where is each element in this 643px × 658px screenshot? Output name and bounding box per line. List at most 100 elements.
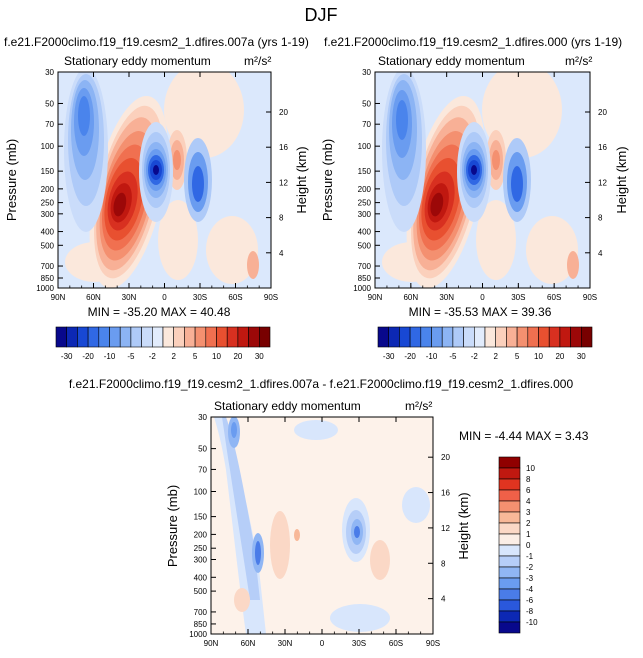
panel-3-title: f.e21.F2000climo.f19_f19.cesm2_1.dfires.… <box>69 377 574 391</box>
panel-1-pale-pos-s <box>158 200 198 280</box>
colorbar-swatch <box>377 326 389 348</box>
panel-3-neg-30s-4 <box>354 526 360 538</box>
colorbar-swatch <box>498 599 521 612</box>
colorbar-label: 2 <box>493 352 498 361</box>
figure-title: DJF <box>305 5 338 25</box>
x-tick-label: 30N <box>122 293 137 302</box>
y-tick-label: 500 <box>194 587 208 596</box>
x-tick-label: 30S <box>352 639 366 648</box>
colorbar-label: 20 <box>555 352 564 361</box>
panel-1-left-label: Stationary eddy momentum <box>64 54 211 68</box>
x-tick-label: 60N <box>86 293 101 302</box>
panel-3-pos-4 <box>370 540 390 580</box>
y-tick-label: 400 <box>358 228 372 237</box>
panel-3-neg-streak-2 <box>222 417 260 600</box>
colorbar-label: 6 <box>526 486 531 495</box>
y-tick-label: 250 <box>194 544 208 553</box>
colorbar-swatch <box>498 610 521 623</box>
colorbar-label: -30 <box>383 352 395 361</box>
colorbar-swatch <box>216 326 228 348</box>
colorbar-swatch <box>420 326 432 348</box>
colorbar-label: 2 <box>171 352 176 361</box>
colorbar-swatch <box>570 326 582 348</box>
colorbar-swatch <box>498 500 521 513</box>
panel-2-stats: MIN = -35.53 MAX = 39.36 <box>409 305 552 319</box>
panel-3-neg-top <box>294 420 338 440</box>
colorbar-swatch <box>98 326 110 348</box>
y-tick-label: 50 <box>198 445 207 454</box>
y-tick-label: 30 <box>362 68 371 77</box>
colorbar-swatch <box>498 621 521 634</box>
panel-2-field <box>375 72 590 288</box>
colorbar-swatch <box>498 555 521 568</box>
x-tick-label: 60S <box>389 639 403 648</box>
height-tick-label: 4 <box>279 249 284 258</box>
colorbar-swatch <box>173 326 185 348</box>
colorbar-label: 0 <box>526 541 531 550</box>
panel-1-pos2-3 <box>173 150 181 170</box>
panel-3-neg-mid-2 <box>255 541 261 565</box>
colorbar-label: 3 <box>526 508 531 517</box>
x-tick-label: 60N <box>403 293 418 302</box>
colorbar-swatch <box>237 326 249 348</box>
height-tick-label: 12 <box>279 178 288 187</box>
x-tick-label: 90S <box>426 639 440 648</box>
colorbar-swatch <box>498 478 521 491</box>
y-tick-label: 50 <box>45 99 54 108</box>
colorbar-label: -2 <box>471 352 479 361</box>
panel-2-pale-pos-s <box>476 200 516 280</box>
colorbar-swatch <box>258 326 271 348</box>
panel-1-neg2-3 <box>192 166 204 202</box>
panel-1-neg-center-7 <box>153 165 159 175</box>
panel-1-units: m²/s² <box>244 54 271 68</box>
y-tick-label: 400 <box>41 228 55 237</box>
colorbar-label: 30 <box>255 352 264 361</box>
y-tick-label: 100 <box>194 488 208 497</box>
height-tick-label: 20 <box>441 453 450 462</box>
y-tick-label: 50 <box>362 99 371 108</box>
height-tick-label: 8 <box>441 559 446 568</box>
y-tick-label: 300 <box>41 210 55 219</box>
colorbar-swatch <box>498 577 521 590</box>
height-tick-label: 20 <box>279 108 288 117</box>
y-tick-label: 1000 <box>36 284 54 293</box>
colorbar-swatch <box>506 326 518 348</box>
colorbar-swatch <box>399 326 411 348</box>
colorbar-swatch <box>452 326 464 348</box>
colorbar-label: -5 <box>127 352 135 361</box>
panel-2-pos-lobe-9 <box>430 192 444 217</box>
panel-2-neg-center-7 <box>471 165 477 175</box>
panel-2-ylabel-right: Height (km) <box>614 146 629 213</box>
panel-3-neg-sfc <box>330 604 390 632</box>
y-tick-label: 700 <box>194 608 208 617</box>
colorbar-swatch <box>580 326 593 348</box>
y-tick-label: 150 <box>358 167 372 176</box>
panel-3-neg-se <box>402 487 430 523</box>
panel-1-axes: 90N 60N 30N 0 30S 60S 90S 30 50 70 100 150 200 250 300… <box>36 68 288 302</box>
panel-2-ylabel: Pressure (mb) <box>320 139 335 221</box>
colorbar-swatch <box>87 326 100 348</box>
panel-3-axes: 90N 60N 30N 0 30S 60S 90S 30 50 70 100 150 200 250 300… <box>189 413 450 648</box>
colorbar-label: -1 <box>526 552 534 561</box>
panel-1-title: f.e21.F2000climo.f19_f19.cesm2_1.dfires.… <box>4 35 309 49</box>
colorbar-swatch <box>498 467 521 480</box>
y-tick-label: 70 <box>362 120 371 129</box>
y-tick-label: 200 <box>358 185 372 194</box>
colorbar-swatch <box>498 522 521 535</box>
y-tick-label: 1000 <box>189 630 207 639</box>
colorbar-label: -6 <box>526 596 534 605</box>
colorbar-swatch <box>498 588 521 601</box>
panel-1-neg-lobe-5 <box>78 96 90 136</box>
y-tick-label: 500 <box>358 241 372 250</box>
height-tick-label: 4 <box>598 249 603 258</box>
colorbar-swatch <box>538 326 550 348</box>
colorbar-swatch <box>77 326 89 348</box>
panel-3-ylabel-right: Height (km) <box>456 492 471 559</box>
y-tick-label: 100 <box>41 142 55 151</box>
colorbar-label: 10 <box>526 464 535 473</box>
panel-2-pale-pos-se <box>526 216 578 284</box>
colorbar-label: -2 <box>526 563 534 572</box>
panel-1-pale-pos-se <box>206 216 258 284</box>
x-tick-label: 30S <box>511 293 525 302</box>
